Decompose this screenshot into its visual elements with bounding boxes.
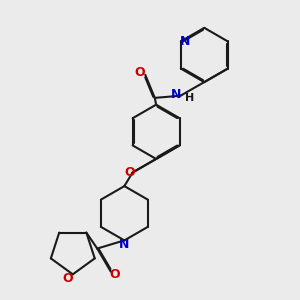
Text: H: H [185, 93, 195, 103]
Text: O: O [62, 272, 73, 285]
Text: O: O [124, 166, 135, 179]
Text: N: N [119, 238, 130, 251]
Text: O: O [110, 268, 120, 281]
Text: N: N [180, 35, 190, 48]
Text: N: N [171, 88, 182, 101]
Text: O: O [134, 66, 145, 79]
